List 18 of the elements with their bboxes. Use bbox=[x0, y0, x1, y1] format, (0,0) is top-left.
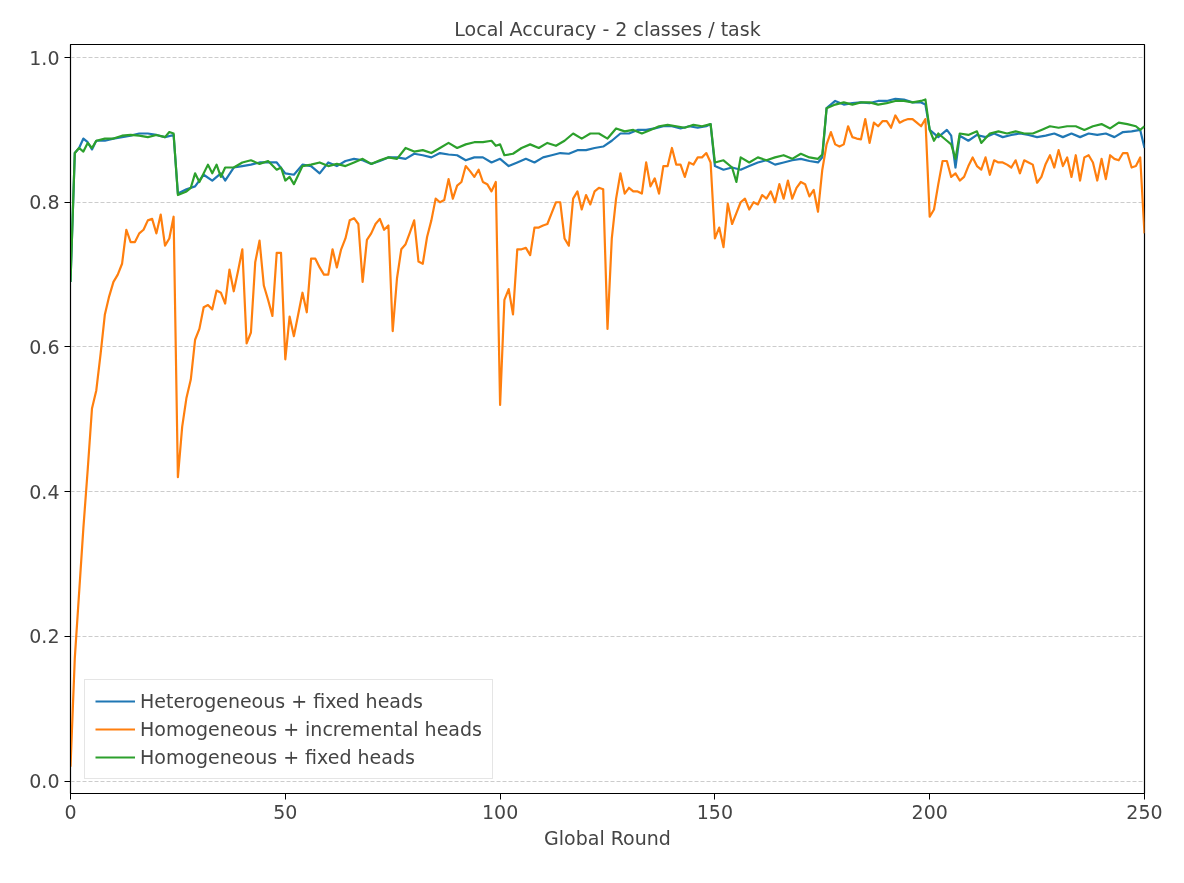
y-tick-label: 1.0 bbox=[29, 46, 60, 69]
chart-title: Local Accuracy - 2 classes / task bbox=[454, 17, 761, 40]
x-tick-label: 200 bbox=[911, 800, 948, 823]
x-tick-label: 50 bbox=[273, 800, 298, 823]
x-tick-label: 150 bbox=[696, 800, 734, 823]
y-tick-label: 0.6 bbox=[29, 335, 60, 358]
legend-label: Homogeneous + fixed heads bbox=[140, 746, 415, 768]
x-axis-title: Global Round bbox=[544, 826, 671, 849]
x-tick-label: 0 bbox=[64, 800, 77, 823]
legend-label: Heterogeneous + fixed heads bbox=[140, 690, 423, 712]
y-tick-label: 0.4 bbox=[29, 480, 60, 503]
y-tick-label: 0.2 bbox=[29, 625, 60, 648]
x-tick-label: 100 bbox=[481, 800, 519, 823]
y-tick-label: 0.0 bbox=[29, 770, 60, 793]
line-series bbox=[70, 114, 1145, 768]
legend-label: Homogeneous + incremental heads bbox=[140, 718, 482, 740]
x-tick-label: 250 bbox=[1126, 800, 1163, 823]
y-tick-label: 0.8 bbox=[29, 191, 60, 214]
